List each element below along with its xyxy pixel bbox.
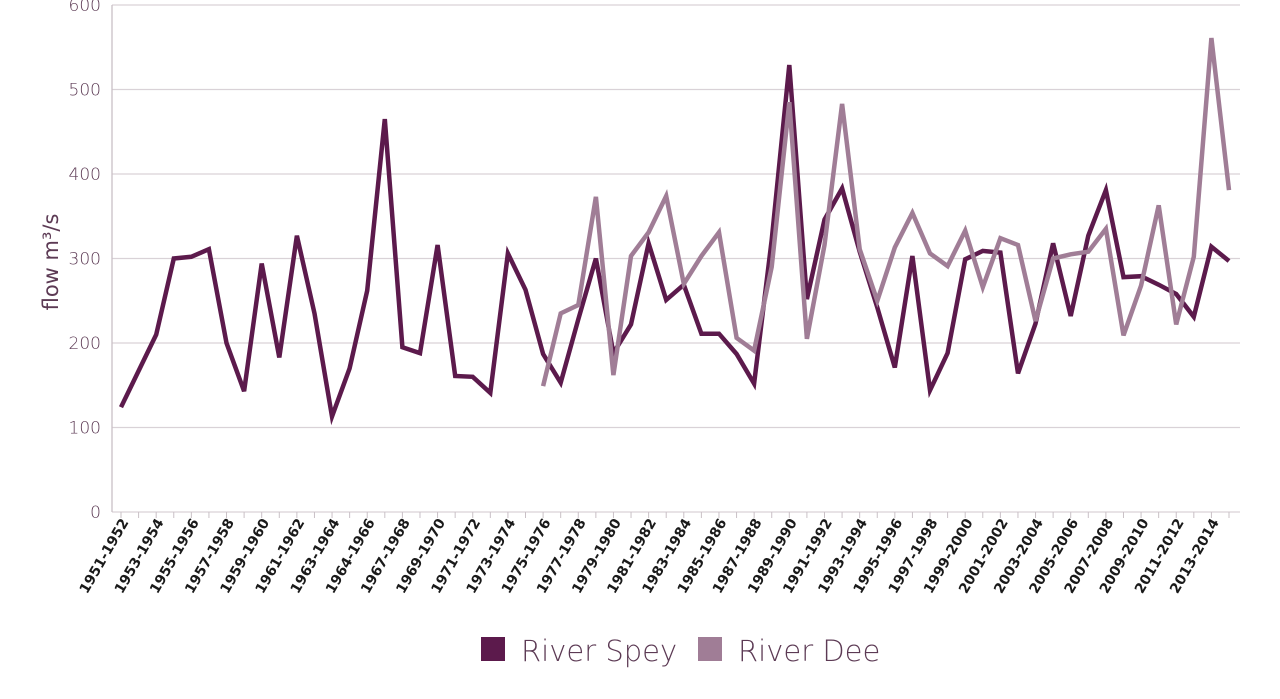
series-line-river-dee — [540, 37, 1232, 387]
gridlines — [112, 4, 1240, 513]
legend: River Spey River Dee — [481, 634, 880, 668]
y-tick-label: 200 — [69, 334, 101, 354]
y-tick-label: 0 — [90, 503, 101, 523]
series-lines — [118, 37, 1232, 426]
y-tick-label: 500 — [69, 81, 101, 101]
legend-label-river-spey: River Spey — [521, 634, 677, 668]
y-tick-label: 600 — [69, 0, 101, 16]
legend-label-river-dee: River Dee — [738, 634, 880, 668]
legend-swatch-river-dee — [698, 637, 722, 661]
y-tick-label: 300 — [69, 250, 101, 270]
legend-swatch-river-spey — [481, 637, 505, 661]
y-tick-labels: 0 100 200 300 400 500 600 — [69, 0, 101, 523]
y-axis-label: flow m³/s — [39, 214, 63, 311]
x-tick-labels: 1951-19521953-19541955-19561957-19581959… — [77, 516, 1223, 597]
y-tick-label: 400 — [69, 165, 101, 185]
y-tick-label: 100 — [69, 419, 101, 439]
axes — [111, 5, 1230, 518]
